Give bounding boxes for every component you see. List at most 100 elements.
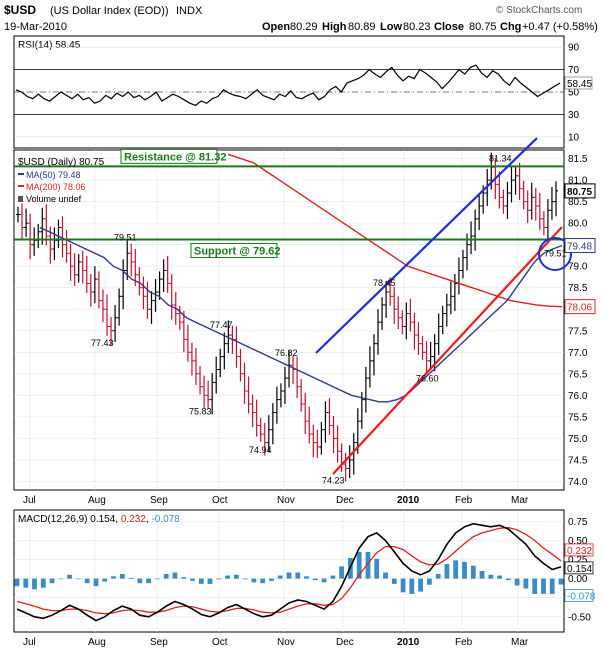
macd-histogram-bar <box>391 578 397 584</box>
macd-histogram-bar <box>76 578 81 580</box>
price-tick-label: 75.0 <box>568 434 588 445</box>
volume-legend-swatch <box>18 196 23 202</box>
macd-histogram-bar <box>312 578 318 581</box>
macd-tags: 0.232 0.154 -0.078 <box>564 543 596 603</box>
price-annotations: 79.51 77.43 75.83 77.47 74.94 76.82 74.23 78.45… <box>91 153 567 485</box>
macd-histogram-bar <box>506 578 511 581</box>
macd-histogram-bar <box>374 558 380 579</box>
high-value: 80.89 <box>348 21 376 33</box>
macd-histogram-bar <box>93 578 99 587</box>
macd-tag-text: -0.078 <box>567 592 596 603</box>
macd-histogram-bar <box>216 578 222 580</box>
macd-histogram-bar <box>418 578 423 592</box>
price-tick-label: 77.0 <box>568 348 588 359</box>
time-axis: Jul Aug Sep Oct Nov Dec 2010 Feb Mar <box>23 495 529 506</box>
rsi-axis: 90 70 50 30 10 <box>568 43 580 144</box>
lower-trend-line <box>332 226 563 475</box>
price-tick-label: 75.5 <box>568 412 588 423</box>
price-annotation: 79.51 <box>544 248 567 258</box>
macd-tag-text: 0.154 <box>567 564 592 575</box>
ma50-legend: MA(50) 79.48 <box>26 170 81 180</box>
macd-histogram-bar <box>181 577 187 579</box>
exchange: INDX <box>176 5 203 17</box>
support-label-box <box>190 243 278 259</box>
macd-histogram-bar <box>400 578 406 593</box>
support-label: Support @ 79.62 <box>194 246 281 258</box>
price-tags: 80.75 79.48 78.06 <box>564 183 596 315</box>
price-annotation: 76.60 <box>416 373 439 383</box>
macd-histogram-bar <box>146 578 151 584</box>
price-annotation: 78.45 <box>373 278 396 288</box>
macd-histogram-bar <box>356 551 362 579</box>
time-tick-label: Mar <box>511 495 529 506</box>
rsi-tick-label: 70 <box>568 65 580 76</box>
price-tick-label: 76.0 <box>568 391 588 402</box>
rsi-tick-label: 90 <box>568 43 580 54</box>
macd-time-tick-label: Oct <box>212 637 228 648</box>
macd-histogram-bar <box>119 574 125 579</box>
macd-tick-label: 0.75 <box>568 517 588 528</box>
macd-signal-line <box>16 526 562 615</box>
macd-tick-label: 0.25 <box>568 555 588 566</box>
open-label: Open <box>262 21 290 33</box>
price-bars <box>16 152 558 482</box>
macd-time-tick-label: Dec <box>336 637 354 648</box>
price-tick-label: 81.0 <box>568 176 588 187</box>
rsi-panel: RSI(14) 58.45 90 70 50 30 10 58.45 <box>13 35 593 149</box>
macd-histogram-bar <box>190 578 195 581</box>
time-tick-label: Dec <box>336 495 354 506</box>
macd-label: MACD(12,26,9) 0.154, 0.232, -0.078 <box>18 514 180 525</box>
rsi-tick-label: 30 <box>568 110 580 121</box>
macd-histogram-bar <box>427 578 432 585</box>
price-tick-label: 76.5 <box>568 369 588 380</box>
price-axis: 74.074.575.075.576.076.577.077.578.078.5… <box>568 154 588 488</box>
rsi-value-tag <box>564 76 593 90</box>
upper-trend-line <box>315 137 538 354</box>
macd-histogram-bar <box>23 578 29 588</box>
macd-time-tick-label: Aug <box>88 637 106 648</box>
time-tick-label: Aug <box>88 495 106 506</box>
macd-tag-box <box>564 589 594 602</box>
macd-histogram-bar <box>111 576 116 579</box>
low-label: Low <box>380 21 402 33</box>
time-tick-label: Feb <box>455 495 473 506</box>
rsi-tick-label: 50 <box>568 88 580 99</box>
macd-histogram-bar <box>32 578 37 590</box>
price-tick-label: 78.5 <box>568 283 588 294</box>
macd-histogram-bar <box>479 571 485 579</box>
macd-histogram-bar <box>365 551 371 579</box>
price-tag-box <box>564 299 596 315</box>
price-tick-label: 80.5 <box>568 197 588 208</box>
macd-histogram-bar <box>339 566 344 579</box>
macd-histogram-bar <box>84 578 90 584</box>
ma200-legend: MA(200) 78.06 <box>26 182 86 192</box>
macd-time-axis: Jul Aug Sep Oct Nov Dec 2010 Feb Mar <box>23 637 529 648</box>
ma50-line <box>39 226 563 403</box>
time-tick-label: Sep <box>150 495 168 506</box>
macd-histogram-bar <box>137 578 143 584</box>
price-tag-text: 78.06 <box>567 303 592 314</box>
open-value: 80.29 <box>290 21 318 33</box>
macd-time-tick-label: Feb <box>455 637 473 648</box>
macd-histogram-bar <box>295 572 301 579</box>
macd-histogram-bar <box>260 578 266 584</box>
macd-histogram-bar <box>242 578 248 580</box>
macd-histogram-bar <box>321 578 327 583</box>
macd-line <box>16 522 562 622</box>
macd-tag-box <box>564 543 594 557</box>
rsi-line <box>15 64 561 107</box>
close-label: Close <box>434 21 464 33</box>
macd-histogram-bar <box>234 574 239 579</box>
rsi-label: RSI(14) 58.45 <box>18 40 81 51</box>
price-tick-label: 77.5 <box>568 326 588 337</box>
macd-time-tick-label: Mar <box>511 637 529 648</box>
chg-label: Chg <box>500 21 521 33</box>
volume-legend: Volume undef <box>26 194 82 204</box>
price-tag-box <box>564 238 596 254</box>
macd-histogram-bar <box>102 578 108 582</box>
symbol-name: (US Dollar Index (EOD)) <box>50 5 169 17</box>
price-legend: $USD (Daily) 80.75 MA(50) 79.48 MA(200) … <box>18 157 105 204</box>
price-panel: 74.074.575.075.576.076.577.077.578.078.5… <box>13 137 596 506</box>
price-tick-label: 74.5 <box>568 455 588 466</box>
